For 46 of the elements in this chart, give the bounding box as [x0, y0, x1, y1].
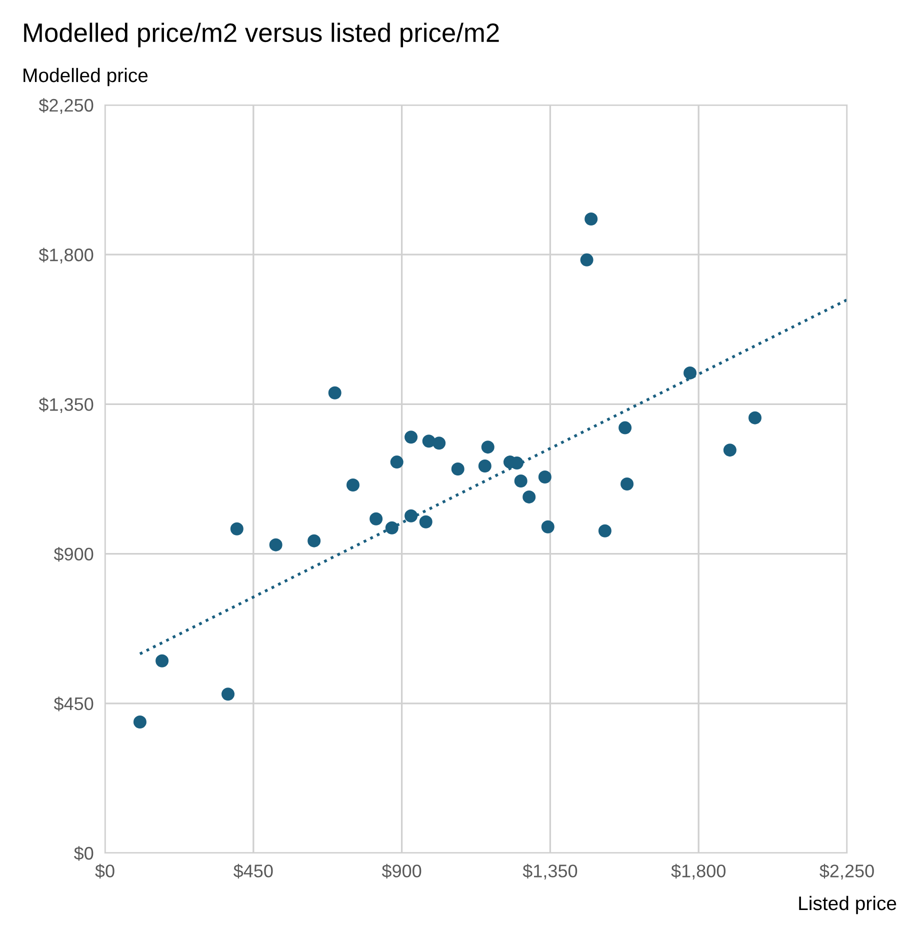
y-tick-label: $1,800: [38, 248, 94, 264]
point: [404, 509, 418, 522]
y-tick-label: $2,250: [38, 98, 94, 114]
point: [723, 444, 736, 457]
point: [230, 522, 244, 536]
x-tick-label: $2,250: [820, 864, 874, 880]
point: [522, 490, 536, 504]
y-tick-label: $0: [74, 846, 94, 861]
point: [541, 520, 554, 534]
point: [328, 386, 342, 400]
point: [684, 366, 697, 380]
point: [222, 688, 235, 701]
point: [156, 654, 169, 668]
point: [269, 538, 282, 552]
point: [432, 436, 446, 450]
point: [404, 430, 418, 444]
y-axis-title: Modelled price: [24, 68, 148, 86]
point: [390, 456, 404, 469]
x-axis-title: Listed price: [799, 896, 896, 914]
x-tick-label: $1,800: [671, 864, 726, 880]
chart-title: Modelled price/m2 versus listed price/m2: [24, 22, 499, 48]
x-tick-label: $1,350: [522, 864, 578, 880]
point: [451, 462, 464, 476]
point: [598, 524, 612, 538]
y-tick-label: $900: [54, 546, 94, 562]
point: [385, 521, 398, 534]
y-tick-label: $1,350: [38, 397, 94, 414]
point: [308, 534, 321, 548]
point: [422, 434, 436, 448]
x-tick-label: $450: [234, 864, 273, 878]
x-tick-label: $900: [382, 864, 422, 878]
point: [419, 515, 432, 528]
y-tick-label: $450: [54, 696, 94, 712]
point: [584, 212, 598, 226]
point: [618, 421, 632, 434]
point: [370, 512, 383, 526]
point: [538, 470, 552, 484]
x-tick-label: $0: [95, 864, 114, 878]
point: [478, 460, 492, 473]
point: [620, 477, 634, 490]
point: [514, 474, 528, 488]
point: [481, 440, 494, 454]
point: [748, 411, 762, 424]
point: [580, 253, 594, 266]
point: [346, 478, 360, 492]
point: [133, 716, 146, 729]
